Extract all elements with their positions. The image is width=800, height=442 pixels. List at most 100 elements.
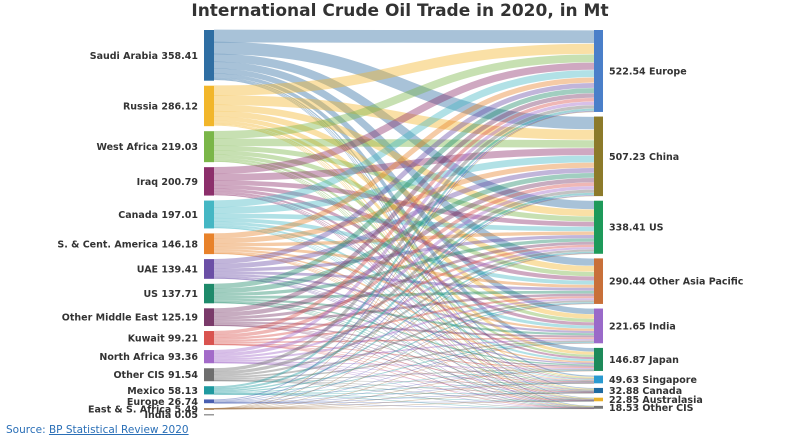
flow-link	[213, 161, 595, 408]
flow-link	[213, 194, 595, 402]
source-node[interactable]	[204, 308, 214, 327]
flow-link	[213, 241, 595, 320]
flow-link	[213, 160, 595, 391]
source-node[interactable]	[204, 167, 214, 196]
source-label: Kuwait 99.21	[128, 334, 198, 345]
flow-link	[213, 157, 595, 357]
flow-link	[213, 105, 595, 372]
source-label: North Africa 93.36	[99, 352, 198, 363]
flow-link	[213, 277, 595, 401]
flow-link	[213, 150, 595, 277]
target-node[interactable]	[594, 308, 603, 344]
flow-link	[213, 226, 595, 391]
target-label: 146.87 Japan	[609, 355, 679, 366]
flow-link	[213, 303, 595, 403]
source-node[interactable]	[204, 200, 214, 229]
flow-link	[213, 392, 595, 404]
flow-link	[213, 342, 595, 403]
target-label: 49.63 Singapore	[609, 375, 697, 386]
flow-link	[213, 302, 595, 393]
flow-link	[213, 194, 595, 391]
flow-link	[213, 154, 595, 323]
flow-link	[213, 188, 595, 326]
flow-link	[213, 392, 595, 395]
source-node[interactable]	[204, 85, 214, 127]
target-node[interactable]	[594, 200, 603, 254]
source-label: Mexico 58.13	[127, 386, 198, 397]
flow-link	[213, 300, 595, 379]
flow-links	[213, 29, 595, 410]
source-node[interactable]	[204, 350, 214, 364]
flow-link	[213, 300, 595, 366]
flow-link	[213, 192, 595, 391]
target-node[interactable]	[594, 387, 603, 394]
flow-link	[213, 402, 595, 410]
flow-link	[213, 293, 595, 322]
target-node[interactable]	[594, 116, 603, 197]
flow-link	[213, 120, 595, 355]
target-node[interactable]	[594, 397, 603, 402]
source-label: Canada 197.01	[118, 210, 198, 221]
flow-link	[213, 362, 595, 409]
flow-link	[213, 383, 595, 410]
target-node[interactable]	[594, 258, 603, 304]
flow-link	[213, 380, 595, 402]
source-node[interactable]	[204, 259, 214, 279]
flow-link	[213, 343, 595, 369]
flow-link	[213, 178, 595, 317]
flow-link	[213, 101, 595, 354]
flow-link	[213, 29, 595, 44]
flow-link	[213, 344, 595, 402]
source-node[interactable]	[204, 408, 214, 410]
target-label: 221.65 India	[609, 321, 676, 332]
flow-link	[213, 321, 595, 338]
flow-link	[213, 338, 595, 362]
flow-link	[213, 290, 595, 299]
source-node[interactable]	[204, 283, 214, 304]
flow-link	[213, 138, 595, 148]
flow-link	[213, 111, 595, 409]
flow-link	[213, 252, 595, 381]
flow-link	[213, 61, 595, 266]
flow-link	[213, 194, 595, 408]
target-node[interactable]	[594, 30, 603, 112]
target-node[interactable]	[594, 375, 603, 384]
flow-link	[213, 182, 595, 338]
source-node[interactable]	[204, 331, 214, 346]
source-node[interactable]	[204, 399, 214, 404]
flow-link	[213, 253, 595, 402]
source-node[interactable]	[204, 386, 214, 395]
flow-link	[213, 362, 595, 402]
target-label: 507.23 China	[609, 152, 679, 163]
flow-link	[213, 124, 595, 390]
flow-link	[213, 342, 595, 410]
target-node[interactable]	[594, 347, 603, 371]
flow-link	[213, 189, 595, 375]
flow-link	[213, 53, 595, 210]
flow-link	[213, 380, 595, 394]
flow-link	[213, 180, 595, 227]
source-label: Russia 286.12	[123, 101, 198, 112]
flow-link	[213, 82, 595, 264]
source-node[interactable]	[204, 131, 214, 163]
source-node[interactable]	[204, 368, 214, 382]
flow-link	[213, 195, 595, 409]
source-link[interactable]: BP Statistical Review 2020	[48, 424, 189, 436]
target-label: 32.88 Canada	[609, 386, 682, 397]
flow-link	[213, 252, 595, 392]
source-label: India 0.05	[144, 410, 198, 421]
target-label: 522.54 Europe	[609, 66, 687, 77]
source-node[interactable]	[204, 233, 214, 255]
flow-link	[213, 193, 595, 380]
flow-link	[213, 277, 595, 382]
flow-link	[213, 382, 595, 395]
flow-link	[213, 159, 595, 379]
flow-link	[213, 221, 595, 329]
flow-link	[213, 194, 595, 400]
target-node[interactable]	[594, 405, 603, 409]
source-node[interactable]	[204, 413, 214, 416]
source-node[interactable]	[204, 30, 214, 81]
flow-link	[213, 123, 595, 378]
flow-link	[213, 93, 595, 313]
